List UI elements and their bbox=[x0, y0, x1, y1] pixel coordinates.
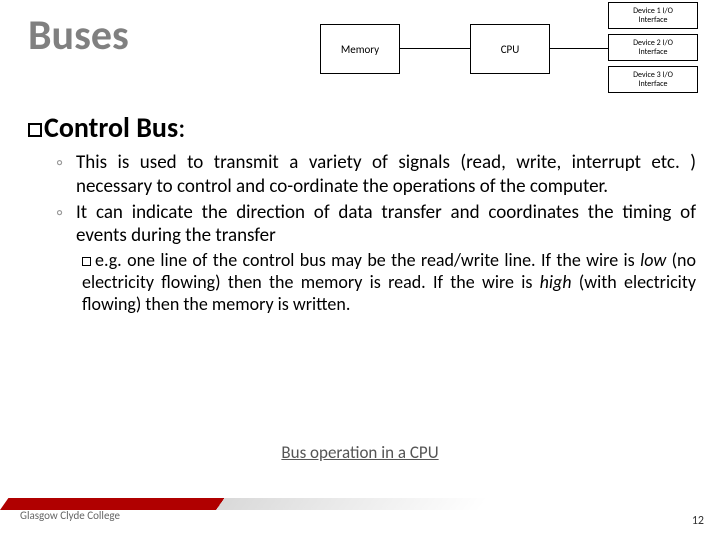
sub-pre: e.g. one line of the control bus may be … bbox=[95, 249, 640, 271]
io3-line2: Interface bbox=[639, 80, 668, 89]
io1-line2: Interface bbox=[639, 16, 668, 25]
sub-low: low bbox=[640, 249, 666, 271]
slide-title: Buses bbox=[28, 10, 129, 61]
page-number: 12 bbox=[692, 514, 704, 528]
sub-high: high bbox=[540, 271, 572, 293]
connector-memory-cpu bbox=[400, 48, 470, 49]
io2-line2: Interface bbox=[639, 48, 668, 57]
bus-diagram: Memory CPU Device 1 I/O Interface Device… bbox=[320, 2, 700, 102]
io-box-1: Device 1 I/O Interface bbox=[608, 2, 698, 29]
heading-term: Control Bus bbox=[44, 110, 178, 145]
section-heading: Control Bus: bbox=[28, 110, 696, 145]
bullet-list: This is used to transmit a variety of si… bbox=[28, 151, 696, 316]
memory-box: Memory bbox=[320, 24, 400, 74]
bullet-square-icon bbox=[28, 123, 42, 137]
sub-square-icon bbox=[82, 257, 91, 266]
sub-bullet: e.g. one line of the control bus may be … bbox=[62, 250, 696, 316]
content-area: Control Bus: This is used to transmit a … bbox=[28, 110, 696, 316]
connector-cpu-io bbox=[550, 48, 608, 49]
bullet-1: This is used to transmit a variety of si… bbox=[62, 151, 696, 199]
io-box-3: Device 3 I/O Interface bbox=[608, 66, 698, 93]
footer-text: Glasgow Clyde College bbox=[20, 509, 120, 522]
bus-operation-link[interactable]: Bus operation in a CPU bbox=[0, 442, 720, 463]
io-box-2: Device 2 I/O Interface bbox=[608, 34, 698, 61]
heading-colon: : bbox=[178, 110, 186, 145]
bullet-2: It can indicate the direction of data tr… bbox=[62, 201, 696, 249]
cpu-box: CPU bbox=[470, 24, 550, 74]
